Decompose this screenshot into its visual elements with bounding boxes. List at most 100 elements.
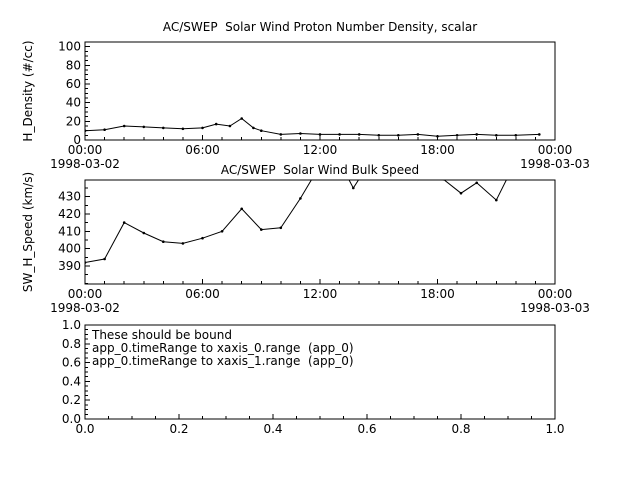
data-point [85,129,87,132]
y-tick-label: 0.4 [62,374,81,388]
data-point [455,134,459,137]
x-tick-label: 1.0 [545,422,564,436]
data-point [352,186,355,190]
data-point [162,126,165,130]
data-point [397,134,400,137]
binding-note-line1: These should be bound [91,328,232,342]
data-point [538,133,541,136]
panel2-title: AC/SWEP Solar Wind Bulk Speed [221,163,419,177]
x-tick-label: 0.0 [75,422,94,436]
x-tick-label: 0.8 [451,422,470,436]
series-SW_H_Speed [85,156,547,264]
data-point [220,230,224,233]
y-tick-label: 1.0 [62,318,81,332]
plot-area-1[interactable] [84,179,556,285]
plot-area-0[interactable] [84,41,556,141]
x-tick-label: 18:00 [420,287,455,301]
data-point [201,126,204,130]
axes-2: 0.0 0.2 0.4 0.6 0.8 1.0 0.0 0.2 0.4 0.6 0.8 1.0 [62,318,565,436]
y-tick-label: 40 [66,96,81,110]
y-tick-label: 0.0 [62,412,81,426]
y-tick-label: 420 [58,207,81,221]
data-point [122,221,126,224]
data-point [387,156,390,159]
x-tick-label: 00:00 [68,143,103,157]
data-point [214,122,218,126]
data-point [252,126,255,130]
data-point [260,228,263,231]
data-point [103,257,106,261]
y-tick-label: 400 [58,242,81,256]
data-point [544,176,547,179]
x-tick-label: 18:00 [420,143,455,157]
data-point [162,240,165,243]
data-point [85,261,87,264]
x-tick-label: 06:00 [185,287,220,301]
data-point [240,207,243,211]
panel2-ylabel: SW_H_Speed (km/s) [21,172,35,292]
data-point [299,197,302,200]
data-point [122,124,126,128]
panel1-ylabel: H_Density (#/cc) [21,40,35,141]
binding-note-line2: app_0.timeRange to xaxis_0.range (app_0) [92,341,354,355]
data-point [240,117,243,120]
data-point [181,242,185,245]
y-tick-label: 20 [66,114,81,128]
data-point [279,226,283,230]
data-point [142,125,146,129]
y-tick-label: 100 [58,40,81,54]
y-tick-label: 390 [58,259,81,273]
data-point [495,198,498,202]
data-point [103,128,106,131]
y-tick-label: 80 [66,58,81,72]
x-axis-date-label: 1998-03-03 [520,157,590,171]
x-tick-label: 00:00 [538,143,573,157]
y-tick-label: 430 [58,190,81,204]
data-point [407,159,410,162]
series-line-SW_H_Speed [85,180,507,263]
data-point [475,133,479,136]
x-tick-label: 0.6 [357,422,376,436]
y-tick-label: 60 [66,77,81,91]
panel-2: 0.0 0.2 0.4 0.6 0.8 1.0 0.0 0.2 0.4 0.6 0.8 1.0 [62,318,565,436]
data-point [377,134,381,137]
x-tick-label: 00:00 [538,287,573,301]
x-tick-label: 06:00 [185,143,220,157]
data-point [181,127,185,131]
data-point [357,133,361,136]
data-point [279,133,283,136]
binding-note-line3: app_0.timeRange to xaxis_1.range (app_0) [92,354,354,368]
data-point [459,191,463,195]
x-tick-label: 12:00 [303,287,338,301]
data-point [201,236,204,240]
data-point [495,134,498,137]
data-point [436,135,439,138]
data-point [475,181,479,185]
data-point [338,133,341,136]
y-tick-label: 0.6 [62,356,81,370]
x-tick-label: 00:00 [68,287,103,301]
data-point [514,134,518,137]
data-point [260,129,263,132]
panel1-title: AC/SWEP Solar Wind Proton Number Density… [163,20,477,34]
data-point [228,124,232,128]
data-point [299,132,302,135]
y-tick-label: 0 [73,133,81,147]
series-H_Density [85,117,541,138]
x-axis-date-label: 1998-03-02 [50,157,120,171]
data-point [511,168,514,171]
data-point [142,231,146,235]
x-axis-date-label: 1998-03-02 [50,301,120,315]
data-point [442,180,445,181]
y-tick-label: 410 [58,224,81,238]
x-axis-date-label: 1998-03-03 [520,301,590,315]
x-tick-label: 0.2 [169,422,188,436]
y-tick-label: 0.8 [62,337,81,351]
